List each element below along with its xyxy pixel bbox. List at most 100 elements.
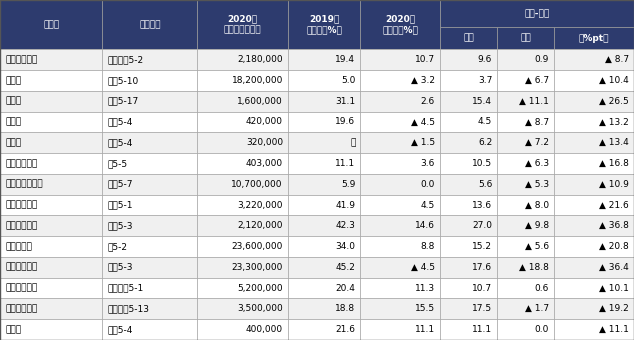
Text: 10.5: 10.5 (472, 159, 492, 168)
Bar (102, 132, 197, 153)
Text: 20.4: 20.4 (335, 284, 356, 293)
Bar (197, 236, 288, 257)
Text: ▲ 13.4: ▲ 13.4 (599, 138, 629, 147)
Bar (102, 91, 197, 112)
Bar (288, 216, 361, 236)
Text: 福岡博多5-1: 福岡博多5-1 (107, 284, 144, 293)
Text: 台東区: 台東区 (5, 97, 21, 106)
Bar (440, 299, 497, 319)
Text: 420,000: 420,000 (246, 118, 283, 126)
Text: ▲ 8.7: ▲ 8.7 (525, 118, 549, 126)
Text: 金沢市: 金沢市 (5, 118, 21, 126)
Bar (102, 319, 197, 340)
Bar (554, 278, 634, 299)
Text: 19.4: 19.4 (335, 55, 356, 64)
Bar (102, 278, 197, 299)
Text: （%pt）: （%pt） (579, 34, 609, 43)
Text: 新宿区: 新宿区 (5, 76, 21, 85)
Bar (197, 132, 288, 153)
Text: 後半-前半: 後半-前半 (524, 9, 550, 18)
Text: 5.9: 5.9 (341, 180, 356, 189)
Bar (288, 319, 361, 340)
Bar (102, 257, 197, 278)
Text: ▲ 4.5: ▲ 4.5 (411, 118, 435, 126)
Text: 淀川5-3: 淀川5-3 (107, 221, 133, 230)
Bar (102, 194, 197, 216)
Bar (288, 299, 361, 319)
Bar (288, 236, 361, 257)
Bar (497, 278, 554, 299)
Bar (197, 299, 288, 319)
Text: 大阪市淀川区: 大阪市淀川区 (5, 221, 37, 230)
Bar (288, 257, 361, 278)
Text: 21.6: 21.6 (335, 325, 356, 334)
Text: 大阪市中央区: 大阪市中央区 (5, 263, 37, 272)
Text: 8.8: 8.8 (421, 242, 435, 251)
Bar (554, 194, 634, 216)
Bar (0, 299, 102, 319)
Text: 45.2: 45.2 (335, 263, 356, 272)
Bar (361, 236, 440, 257)
Bar (0, 153, 102, 174)
Bar (102, 49, 197, 70)
Bar (361, 153, 440, 174)
Bar (440, 0, 634, 27)
Text: ▲ 3.2: ▲ 3.2 (411, 76, 435, 85)
Text: 札幌市中央区: 札幌市中央区 (5, 55, 37, 64)
Text: 2020年
変動率（%）: 2020年 変動率（%） (382, 15, 418, 35)
Bar (197, 174, 288, 194)
Bar (554, 91, 634, 112)
Bar (497, 257, 554, 278)
Text: 1,600,000: 1,600,000 (237, 97, 283, 106)
Bar (0, 194, 102, 216)
Text: 4.5: 4.5 (478, 118, 492, 126)
Text: 台東5-17: 台東5-17 (107, 97, 139, 106)
Bar (361, 112, 440, 132)
Text: 13.6: 13.6 (472, 201, 492, 209)
Text: 10,700,000: 10,700,000 (231, 180, 283, 189)
Bar (288, 0, 361, 49)
Text: 2,120,000: 2,120,000 (238, 221, 283, 230)
Bar (440, 27, 497, 49)
Bar (0, 257, 102, 278)
Text: 名古屋市中村区: 名古屋市中村区 (5, 180, 42, 189)
Bar (197, 319, 288, 340)
Bar (497, 112, 554, 132)
Text: ▲ 1.7: ▲ 1.7 (525, 304, 549, 313)
Bar (497, 49, 554, 70)
Bar (102, 70, 197, 91)
Text: 3.6: 3.6 (421, 159, 435, 168)
Bar (197, 257, 288, 278)
Text: 4.5: 4.5 (421, 201, 435, 209)
Text: 42.3: 42.3 (335, 221, 356, 230)
Text: 高山市: 高山市 (5, 138, 21, 147)
Bar (288, 49, 361, 70)
Bar (554, 216, 634, 236)
Bar (197, 91, 288, 112)
Text: ▲ 10.1: ▲ 10.1 (599, 284, 629, 293)
Bar (554, 49, 634, 70)
Bar (102, 174, 197, 194)
Bar (0, 278, 102, 299)
Bar (197, 49, 288, 70)
Bar (102, 236, 197, 257)
Bar (361, 174, 440, 194)
Bar (361, 257, 440, 278)
Text: ▲ 20.8: ▲ 20.8 (599, 242, 629, 251)
Text: 34.0: 34.0 (335, 242, 356, 251)
Text: ▲ 36.4: ▲ 36.4 (599, 263, 629, 272)
Bar (361, 91, 440, 112)
Text: 新宿5-10: 新宿5-10 (107, 76, 139, 85)
Bar (497, 27, 554, 49)
Text: 9.6: 9.6 (478, 55, 492, 64)
Bar (197, 194, 288, 216)
Text: ▲ 11.1: ▲ 11.1 (599, 325, 629, 334)
Bar (440, 216, 497, 236)
Text: 3,220,000: 3,220,000 (238, 201, 283, 209)
Text: 0.0: 0.0 (535, 325, 549, 334)
Text: 大阪市北区: 大阪市北区 (5, 242, 32, 251)
Bar (197, 0, 288, 49)
Bar (497, 236, 554, 257)
Text: 0.6: 0.6 (535, 284, 549, 293)
Text: 東山5-1: 東山5-1 (107, 201, 133, 209)
